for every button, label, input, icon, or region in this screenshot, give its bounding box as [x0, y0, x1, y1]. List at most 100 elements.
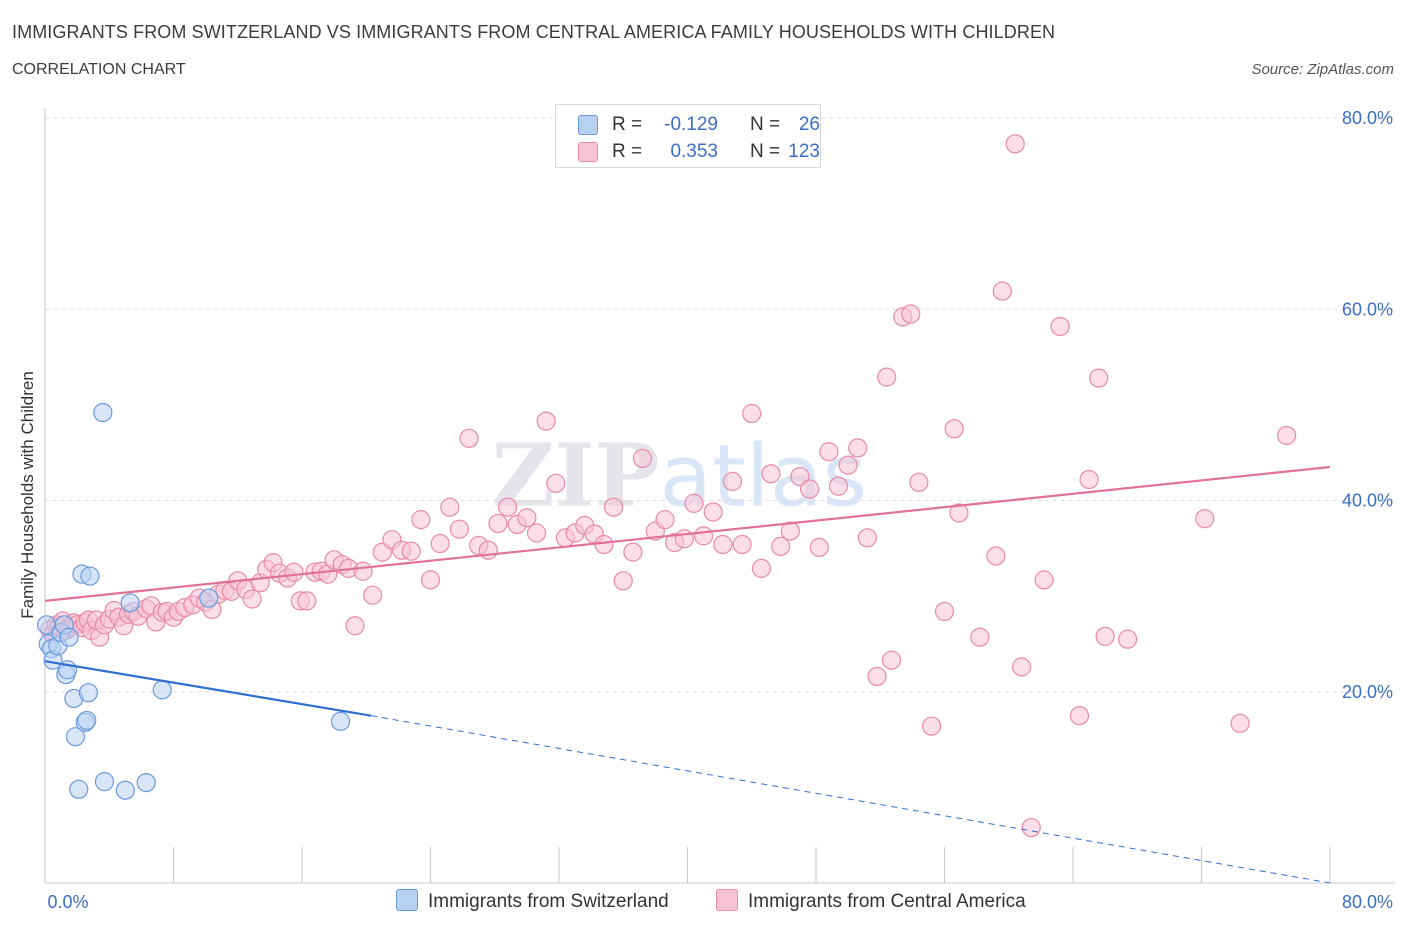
central-america-point: [751, 558, 771, 578]
central-america-point: [1011, 657, 1032, 677]
central-america-point: [488, 513, 508, 534]
central-america-point: [1089, 368, 1109, 388]
y-tick-label: 80.0%: [1342, 108, 1393, 128]
switzerland-point: [120, 593, 140, 613]
central-america-point: [970, 627, 990, 647]
r-label: R =: [612, 114, 643, 135]
central-america-point: [780, 521, 800, 541]
n-value: 26: [798, 114, 820, 135]
bottom-legend-switzerland: Immigrants from Switzerland: [396, 889, 669, 913]
central-america-point: [594, 534, 614, 555]
central-america-point: [411, 510, 431, 530]
r-label: R =: [612, 141, 643, 162]
central-america-point: [819, 442, 839, 462]
central-america-point: [857, 528, 878, 548]
central-america-point: [909, 472, 929, 492]
blue-swatch: [396, 889, 418, 911]
legend-label: Immigrants from Switzerland: [428, 891, 669, 912]
central-america-point: [713, 534, 733, 555]
switzerland-point: [69, 779, 89, 799]
central-america-point: [1021, 817, 1041, 838]
central-america-point: [297, 591, 317, 611]
central-america-point: [934, 601, 955, 622]
pink-swatch: [716, 889, 738, 911]
central-america-point: [693, 526, 714, 546]
central-america-point: [1034, 570, 1054, 590]
central-america-point: [440, 497, 460, 517]
central-america-point: [828, 476, 849, 496]
central-america-point: [632, 448, 653, 469]
central-america-point: [674, 529, 694, 549]
central-america-point: [1277, 425, 1297, 446]
chart-subtitle: CORRELATION CHART: [12, 61, 186, 78]
switzerland-point: [59, 627, 79, 647]
central-america-point: [722, 471, 743, 491]
n-value: 123: [788, 141, 820, 162]
switzerland-point: [115, 780, 135, 800]
central-america-point: [478, 540, 498, 560]
central-america-point: [546, 473, 566, 493]
central-america-trend-line: [44, 465, 1331, 603]
bottom-legend-central-america: Immigrants from Central America: [716, 889, 1026, 913]
central-america-point: [761, 464, 781, 484]
switzerland-point: [94, 772, 115, 792]
central-america-point: [242, 589, 262, 609]
switzerland-point: [93, 402, 113, 423]
pink-swatch: [578, 142, 598, 162]
central-america-point: [901, 304, 921, 324]
n-label: N =: [750, 141, 781, 162]
source-credit: Source: ZipAtlas.com: [1251, 61, 1394, 78]
y-tick-label: 60.0%: [1342, 299, 1393, 319]
r-value: 0.353: [670, 141, 718, 162]
central-america-point: [986, 546, 1006, 566]
switzerland-point: [78, 683, 98, 703]
central-america-point: [1005, 134, 1025, 154]
switzerland-trend-extension: [370, 715, 1331, 884]
central-america-point: [353, 561, 373, 581]
blue-swatch: [578, 115, 598, 135]
central-america-point: [944, 419, 964, 439]
central-america-point: [604, 497, 624, 517]
x-tick-label: 0.0%: [47, 892, 88, 912]
central-america-point: [703, 502, 723, 522]
watermark: ZIPatlas: [492, 425, 868, 526]
central-america-point: [1095, 626, 1115, 646]
central-america-point: [363, 585, 383, 605]
central-america-point: [1069, 706, 1090, 726]
central-america-point: [526, 523, 547, 543]
switzerland-point: [80, 566, 100, 586]
central-america-point: [881, 650, 902, 670]
switzerland-trend-line: [44, 660, 372, 717]
central-america-point: [449, 519, 470, 539]
central-america-point: [655, 510, 675, 530]
switzerland-point: [77, 710, 97, 731]
y-tick-label: 20.0%: [1342, 682, 1393, 702]
central-america-point: [992, 281, 1012, 301]
y-tick-label: 40.0%: [1342, 491, 1393, 511]
central-america-point: [809, 537, 829, 557]
switzerland-point: [330, 711, 351, 731]
series-switzerland: [37, 402, 351, 800]
central-america-point: [799, 479, 820, 499]
chart-title: IMMIGRANTS FROM SWITZERLAND VS IMMIGRANT…: [12, 22, 1056, 42]
central-america-point: [922, 716, 942, 736]
n-label: N =: [750, 114, 781, 135]
central-america-point: [838, 455, 858, 475]
central-america-point: [684, 493, 704, 513]
central-america-point: [848, 438, 868, 458]
central-america-point: [877, 367, 897, 387]
switzerland-point: [136, 772, 156, 793]
legend-label: Immigrants from Central America: [748, 891, 1026, 912]
correlation-legend: R = -0.129 N = 26 R = 0.353 N = 123: [555, 104, 821, 168]
central-america-point: [536, 411, 556, 431]
central-america-point: [1230, 713, 1250, 733]
central-america-point: [517, 508, 537, 528]
central-america-point: [459, 428, 479, 448]
central-america-point: [1050, 316, 1070, 337]
central-america-point: [1118, 629, 1138, 649]
central-america-point: [867, 666, 887, 687]
central-america-point: [613, 571, 633, 591]
central-america-point: [1195, 509, 1215, 529]
switzerland-point: [152, 680, 172, 700]
central-america-point: [420, 570, 441, 590]
